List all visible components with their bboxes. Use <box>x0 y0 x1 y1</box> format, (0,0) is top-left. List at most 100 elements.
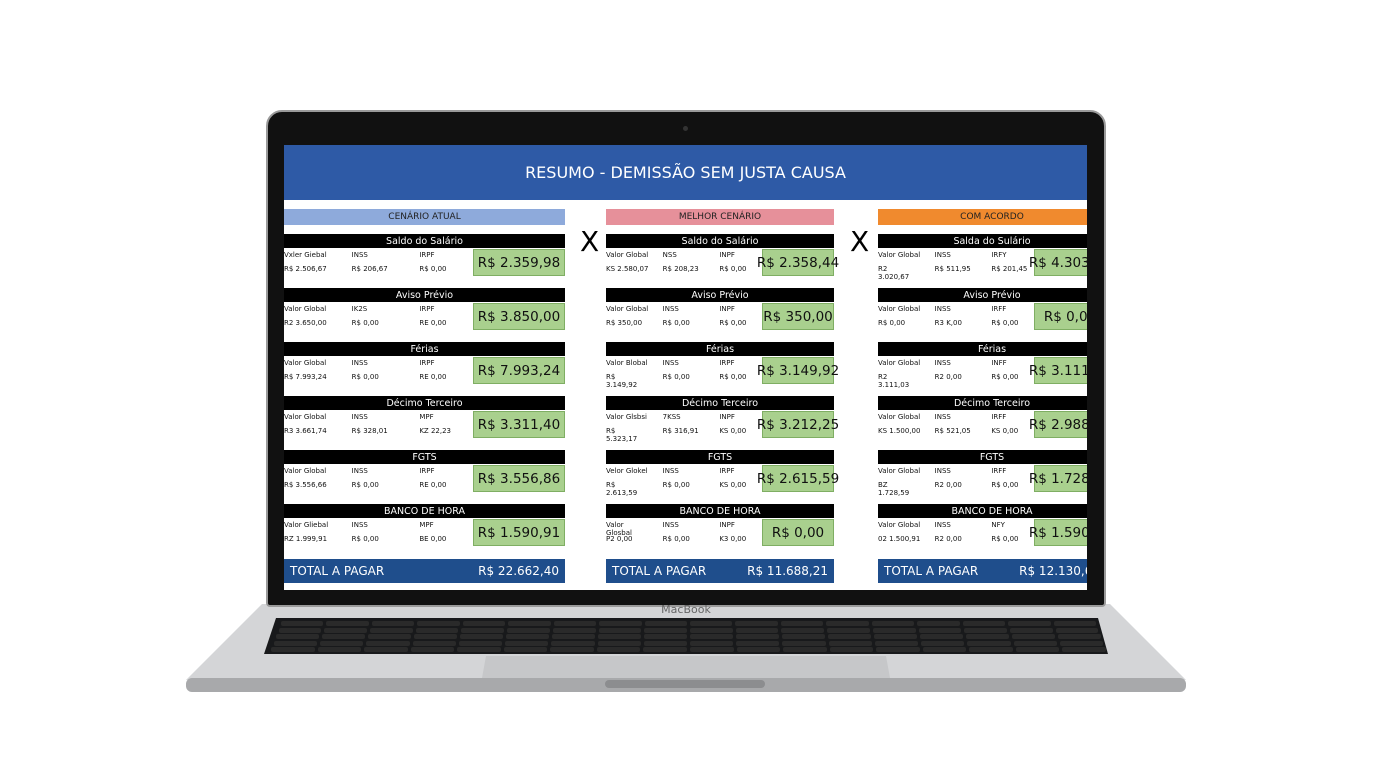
section: Décimo Terceiro Valor Glsbsi 7KSS INPF R$ 5.… <box>606 396 839 443</box>
section-name: Férias <box>606 342 834 356</box>
key <box>278 627 322 633</box>
cell-value: R3 K,00 <box>934 319 962 327</box>
key <box>551 640 595 646</box>
key <box>736 647 780 653</box>
section-total: R$ 3.850,00 <box>473 303 565 330</box>
cell-label: INSS <box>351 413 368 421</box>
section-name: FGTS <box>284 450 565 464</box>
total-label: TOTAL A PAGAR <box>884 564 979 578</box>
cell-label: Valor Glsbsi <box>606 413 647 421</box>
key <box>827 634 871 640</box>
section-total: R$ 0,00 <box>1034 303 1087 330</box>
section: Salda do Sulário Valor Global INSS IRFY R2 3… <box>878 234 1087 281</box>
cell-value: R$ 0,00 <box>991 481 1019 489</box>
cell-value: RE 0,00 <box>419 319 447 327</box>
labels-row: Valor Global IK2S IRPF <box>284 305 473 313</box>
key <box>874 640 919 646</box>
cell-value: R$ 0,00 <box>719 319 747 327</box>
key <box>508 621 551 626</box>
labels-row: Valor Glsbsi 7KSS INPF <box>606 413 762 421</box>
cell-value: R$ 0,00 <box>662 319 690 327</box>
section-name: Férias <box>878 342 1087 356</box>
cell-value: R2 3.020,67 <box>878 265 910 281</box>
section-total: R$ 350,00 <box>762 303 834 330</box>
cell-value: KZ 22,23 <box>419 427 451 435</box>
cell-value: RE 0,00 <box>419 373 447 381</box>
labels-row: Valor Glosbal INSS INPF <box>606 521 762 537</box>
key <box>690 621 733 626</box>
cell-label: IRPF <box>719 359 735 367</box>
key <box>783 647 827 653</box>
cell-label: NSS <box>662 251 677 259</box>
cell-value: R$ 0,00 <box>662 481 690 489</box>
cell-value: R$ 0,00 <box>662 373 690 381</box>
section: Aviso Prévio Valor Global INSS IRFF R$ 0,00 R… <box>878 288 1087 332</box>
cell-value: R$ 201,45 <box>991 265 1028 273</box>
cell-value: R$ 0,00 <box>991 319 1019 327</box>
cell-value: RE 0,00 <box>419 481 447 489</box>
values-row: R$ 5.323,17 R$ 316,91 KS 0,00 <box>606 427 762 443</box>
cell-value: KS 2.580,07 <box>606 265 649 273</box>
key <box>1062 647 1106 653</box>
key <box>550 647 594 653</box>
key <box>412 640 456 646</box>
column-title: COM ACORDO <box>878 209 1087 225</box>
key <box>736 640 780 646</box>
cell-label: IRPF <box>719 467 735 475</box>
cell-label: Valor Global <box>606 251 649 259</box>
section-total: R$ 0,00 <box>762 519 834 546</box>
section-name: BANCO DE HORA <box>284 504 565 518</box>
cell-label: 7KSS <box>662 413 681 421</box>
key <box>505 640 549 646</box>
section-total: R$ 2.358,44 <box>757 249 839 276</box>
key <box>872 627 916 633</box>
cell-label: INPF <box>719 413 735 421</box>
key <box>598 634 641 640</box>
section-name: BANCO DE HORA <box>878 504 1087 518</box>
cell-label: Valor Global <box>284 467 327 475</box>
key <box>598 627 642 633</box>
values-row: R2 3.020,67 R$ 511,95 R$ 201,45 <box>878 265 1034 281</box>
cell-label: IRPF <box>419 359 435 367</box>
labels-row: Valor Global INSS IRFF <box>878 305 1034 313</box>
total-label: TOTAL A PAGAR <box>612 564 707 578</box>
cell-label: INSS <box>351 359 368 367</box>
key <box>829 647 874 653</box>
key <box>458 640 502 646</box>
section-name: FGTS <box>878 450 1087 464</box>
key <box>690 627 733 633</box>
section: BANCO DE HORA Valor Glosbal INSS INPF P2 0,0… <box>606 504 834 548</box>
key <box>1059 640 1104 646</box>
cell-value: R$ 328,01 <box>351 427 388 435</box>
cell-label: INSS <box>934 359 951 367</box>
values-row: RZ 1.999,91 R$ 0,00 BE 0,00 <box>284 535 473 543</box>
section-name: Décimo Terceiro <box>606 396 834 410</box>
cell-label: Valor Global <box>878 413 921 421</box>
cell-label: Valor Global <box>878 305 921 313</box>
cell-label: INSS <box>934 413 951 421</box>
cell-label: Valor Glosbal <box>606 521 632 537</box>
key <box>871 621 915 626</box>
cell-label: IRFF <box>991 467 1007 475</box>
section-total: R$ 4.303,27 <box>1029 249 1087 276</box>
key <box>273 640 318 646</box>
cell-label: Valor Global <box>284 305 327 313</box>
key <box>461 627 505 633</box>
key <box>317 647 362 653</box>
values-row: 02 1.500,91 R2 0,00 R$ 0,00 <box>878 535 1034 543</box>
section-total: R$ 2.615,59 <box>757 465 839 492</box>
cell-value: R$ 2.506,67 <box>284 265 327 273</box>
section-name: Aviso Prévio <box>284 288 565 302</box>
key <box>462 621 506 626</box>
column: MELHOR CENÁRIO Saldo do Salário Valor Glob… <box>606 209 839 589</box>
section: Décimo Terceiro Valor Global INSS IRFF KS 1.… <box>878 396 1087 440</box>
values-row: KS 2.580,07 R$ 208,23 R$ 0,00 <box>606 265 762 273</box>
cell-value: R2 3.650,00 <box>284 319 327 327</box>
cell-value: R$ 206,67 <box>351 265 388 273</box>
key <box>782 640 826 646</box>
cell-label: IRPF <box>419 251 435 259</box>
cell-label: INSS <box>934 521 951 529</box>
labels-row: Valor Global INSS IRPF <box>284 467 473 475</box>
key <box>364 647 408 653</box>
key <box>826 621 869 626</box>
